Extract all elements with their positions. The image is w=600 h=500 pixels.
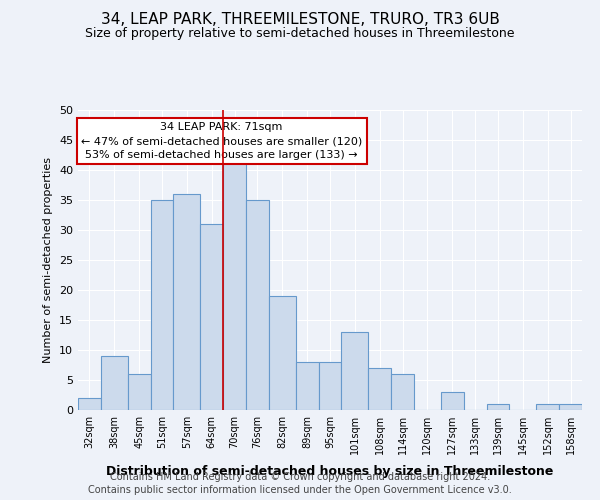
Bar bbox=[246, 200, 269, 410]
Text: 34, LEAP PARK, THREEMILESTONE, TRURO, TR3 6UB: 34, LEAP PARK, THREEMILESTONE, TRURO, TR… bbox=[101, 12, 499, 28]
Bar bbox=[78, 398, 101, 410]
Bar bbox=[536, 404, 559, 410]
Bar bbox=[200, 224, 223, 410]
Bar bbox=[319, 362, 341, 410]
Text: Size of property relative to semi-detached houses in Threemilestone: Size of property relative to semi-detach… bbox=[85, 28, 515, 40]
Bar bbox=[128, 374, 151, 410]
Text: Contains HM Land Registry data © Crown copyright and database right 2024.
Contai: Contains HM Land Registry data © Crown c… bbox=[88, 472, 512, 495]
Bar bbox=[296, 362, 319, 410]
Y-axis label: Number of semi-detached properties: Number of semi-detached properties bbox=[43, 157, 53, 363]
Bar bbox=[269, 296, 296, 410]
Bar bbox=[368, 368, 391, 410]
X-axis label: Distribution of semi-detached houses by size in Threemilestone: Distribution of semi-detached houses by … bbox=[106, 466, 554, 478]
Bar bbox=[341, 332, 368, 410]
Bar bbox=[441, 392, 464, 410]
Text: 34 LEAP PARK: 71sqm
← 47% of semi-detached houses are smaller (120)
53% of semi-: 34 LEAP PARK: 71sqm ← 47% of semi-detach… bbox=[81, 122, 362, 160]
Bar bbox=[151, 200, 173, 410]
Bar bbox=[101, 356, 128, 410]
Bar bbox=[223, 158, 246, 410]
Bar bbox=[391, 374, 414, 410]
Bar bbox=[487, 404, 509, 410]
Bar bbox=[173, 194, 200, 410]
Bar bbox=[559, 404, 582, 410]
